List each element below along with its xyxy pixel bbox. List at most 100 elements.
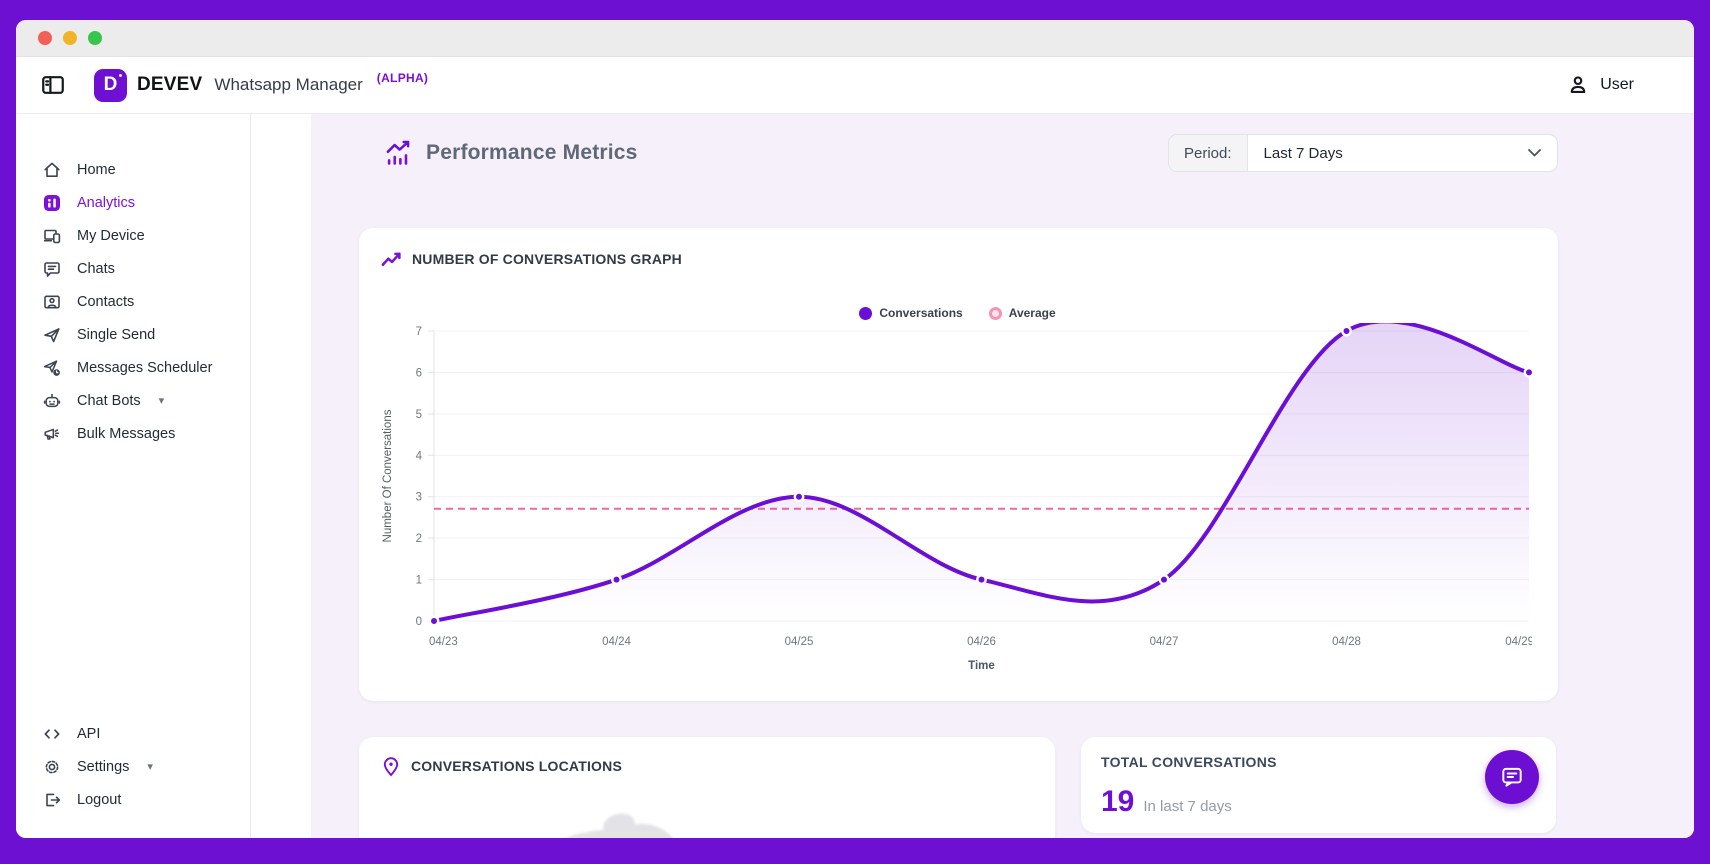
svg-text:Number Of Conversations: Number Of Conversations xyxy=(382,409,394,542)
sidebar-item-chat-bots[interactable]: Chat Bots ▾ xyxy=(42,384,240,417)
sidebar-item-label: Contacts xyxy=(77,293,135,310)
sidebar-item-label: My Device xyxy=(77,227,145,244)
legend-label: Average xyxy=(1008,306,1056,320)
svg-text:Time: Time xyxy=(968,660,995,672)
legend-item-conversations[interactable]: Conversations xyxy=(859,306,963,320)
svg-text:04/25: 04/25 xyxy=(785,636,814,648)
svg-text:0: 0 xyxy=(416,616,422,628)
svg-text:04/24: 04/24 xyxy=(602,636,631,648)
conversations-fab-button[interactable] xyxy=(1485,750,1539,804)
locations-card-title: CONVERSATIONS LOCATIONS xyxy=(411,758,622,774)
product-name: Whatsapp Manager xyxy=(214,75,363,94)
trending-up-icon xyxy=(381,251,402,268)
average-legend-dot-icon xyxy=(988,306,1002,320)
analytics-icon xyxy=(44,194,60,211)
maximize-window-button[interactable] xyxy=(88,31,102,45)
sidebar-item-label: Chat Bots xyxy=(77,392,141,409)
svg-text:5: 5 xyxy=(416,409,422,421)
alpha-badge: (ALPHA) xyxy=(376,71,429,85)
sidebar-item-label: Chats xyxy=(77,260,115,277)
close-window-button[interactable] xyxy=(38,31,52,45)
sidebar-toggle-icon[interactable] xyxy=(40,72,66,98)
conversations-line-chart: 0 1 2 3 4 5 6 7 04/23 04/24 04/25 04/26 04/27 04/28 04… xyxy=(382,323,1532,672)
devev-logo-icon: D xyxy=(94,68,127,102)
page-title: Performance Metrics xyxy=(426,141,638,164)
performance-metrics-icon xyxy=(385,140,412,167)
total-conversations-title: TOTAL CONVERSATIONS xyxy=(1101,754,1277,770)
svg-text:04/26: 04/26 xyxy=(967,636,996,648)
svg-text:04/28: 04/28 xyxy=(1332,636,1361,648)
chevron-down-icon xyxy=(1528,149,1541,157)
total-conversations-caption: In last 7 days xyxy=(1143,798,1232,815)
sidebar-item-my-device[interactable]: My Device xyxy=(42,219,240,252)
sidebar-item-chats[interactable]: Chats xyxy=(42,252,240,285)
minimize-window-button[interactable] xyxy=(63,31,77,45)
period-value: Last 7 Days xyxy=(1263,144,1343,162)
total-conversations-card: TOTAL CONVERSATIONS 19 In last 7 days xyxy=(1081,737,1556,833)
conversations-legend-dot-icon xyxy=(859,306,873,320)
svg-text:6: 6 xyxy=(416,367,422,379)
settings-icon xyxy=(45,760,59,773)
sidebar-item-label: Messages Scheduler xyxy=(77,359,213,376)
sidebar-item-label: API xyxy=(77,725,101,742)
total-conversations-value: 19 xyxy=(1101,785,1135,818)
user-menu[interactable]: User xyxy=(1566,73,1634,97)
app-window: D DEVEV Whatsapp Manager (ALPHA) User Ho… xyxy=(16,20,1694,838)
sidebar-item-label: Logout xyxy=(77,791,122,808)
conversations-locations-card: CONVERSATIONS LOCATIONS xyxy=(359,737,1055,838)
sidebar: Home Analytics My Device Chats Contacts … xyxy=(16,114,251,838)
sidebar-footer: API Settings ▾ Logout xyxy=(42,717,240,816)
svg-text:7: 7 xyxy=(416,326,422,338)
api-icon xyxy=(44,728,60,739)
svg-text:04/23: 04/23 xyxy=(429,636,458,648)
sidebar-item-label: Settings xyxy=(77,758,130,775)
logout-icon xyxy=(46,793,61,806)
sidebar-item-label: Home xyxy=(77,161,116,178)
titlebar xyxy=(16,20,1694,57)
brand-name: DEVEV xyxy=(137,74,203,95)
chevron-down-icon: ▾ xyxy=(147,761,153,773)
chat-bubble-icon xyxy=(1502,767,1522,787)
sidebar-item-bulk-messages[interactable]: Bulk Messages xyxy=(42,417,240,450)
sidebar-item-analytics[interactable]: Analytics xyxy=(42,186,240,219)
main-area: Performance Metrics Period: Last 7 Days xyxy=(251,114,1694,838)
sidebar-item-label: Single Send xyxy=(77,326,156,343)
sidebar-item-home[interactable]: Home xyxy=(42,153,240,186)
chart-card-title: NUMBER OF CONVERSATIONS GRAPH xyxy=(412,251,682,267)
user-icon xyxy=(1566,73,1590,97)
map-landmass xyxy=(524,813,677,838)
legend-label: Conversations xyxy=(879,306,963,320)
sidebar-item-settings[interactable]: Settings ▾ xyxy=(42,750,240,783)
sidebar-item-label: Bulk Messages xyxy=(77,425,176,442)
chat-bots-icon xyxy=(43,393,61,407)
sidebar-item-messages-scheduler[interactable]: Messages Scheduler xyxy=(42,351,240,384)
svg-text:1: 1 xyxy=(416,575,422,587)
sidebar-item-api[interactable]: API xyxy=(42,717,240,750)
device-icon xyxy=(44,229,61,243)
svg-text:2: 2 xyxy=(416,533,422,545)
chevron-down-icon: ▾ xyxy=(158,395,165,407)
svg-text:04/27: 04/27 xyxy=(1150,636,1179,648)
chats-icon xyxy=(44,261,60,277)
location-pin-icon xyxy=(381,755,401,777)
sidebar-item-single-send[interactable]: Single Send xyxy=(42,318,240,351)
conversations-graph-card: NUMBER OF CONVERSATIONS GRAPH Conversati… xyxy=(359,228,1558,701)
sidebar-item-contacts[interactable]: Contacts xyxy=(42,285,240,318)
user-label: User xyxy=(1600,76,1634,93)
app-logo[interactable]: D DEVEV Whatsapp Manager (ALPHA) xyxy=(94,68,429,102)
app-header: D DEVEV Whatsapp Manager (ALPHA) User xyxy=(16,57,1694,114)
world-map[interactable] xyxy=(381,791,1033,838)
period-select[interactable]: Period: Last 7 Days xyxy=(1168,134,1558,172)
page-toolbar: Performance Metrics Period: Last 7 Days xyxy=(359,134,1558,172)
sidebar-item-label: Analytics xyxy=(77,194,136,211)
sidebar-item-logout[interactable]: Logout xyxy=(42,783,240,816)
legend-item-average[interactable]: Average xyxy=(988,306,1056,320)
period-label: Period: xyxy=(1169,135,1248,171)
contacts-icon xyxy=(44,295,60,308)
scheduler-icon xyxy=(43,359,60,376)
chart-legend: Conversations Average xyxy=(381,303,1534,323)
svg-text:3: 3 xyxy=(416,492,422,504)
send-icon xyxy=(44,327,60,342)
content-panel: Performance Metrics Period: Last 7 Days xyxy=(311,114,1694,838)
